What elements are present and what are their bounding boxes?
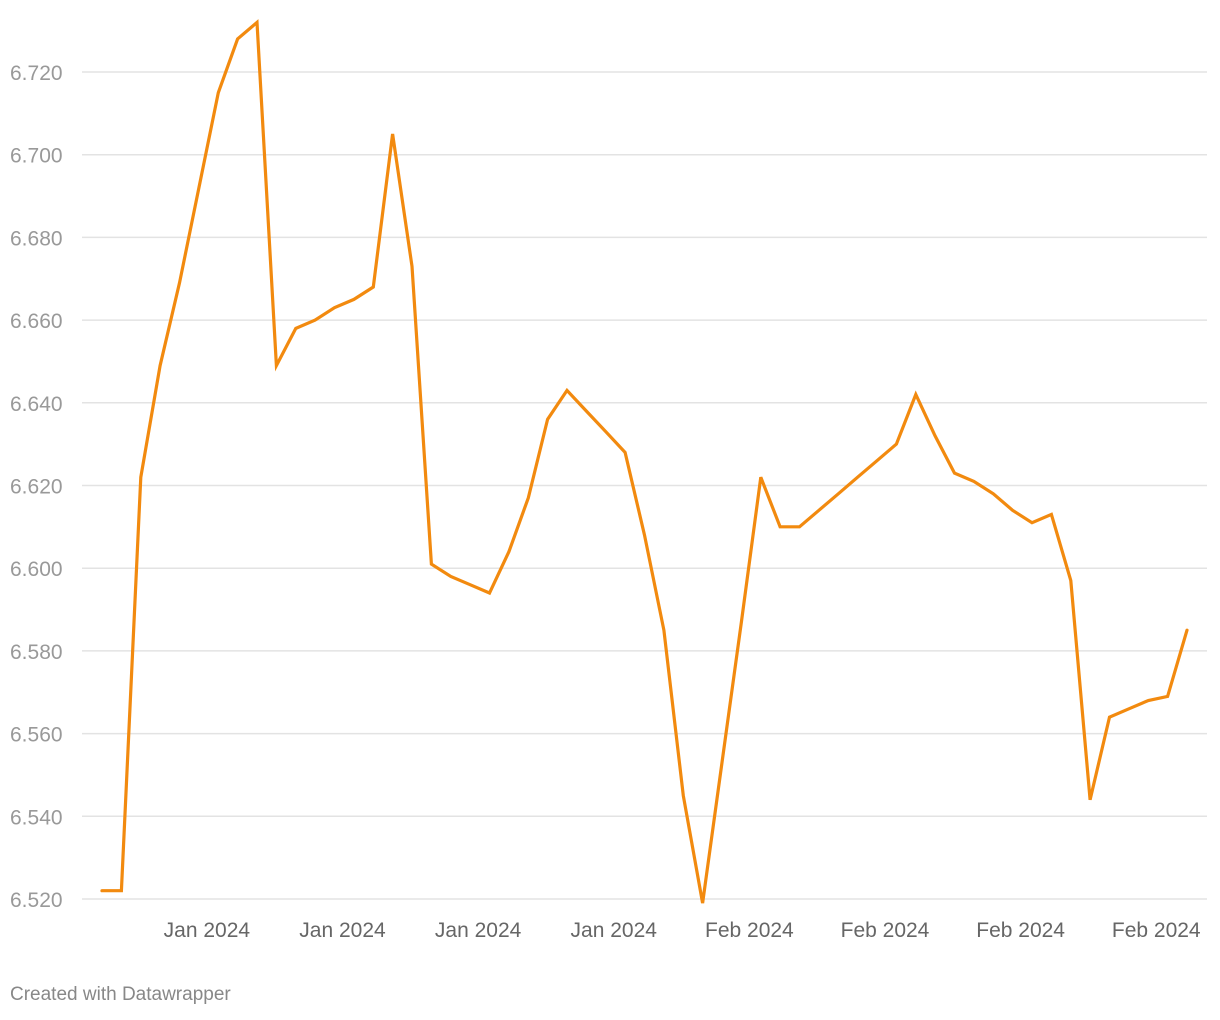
y-tick-label: 6.620 bbox=[10, 476, 63, 499]
series-line bbox=[100, 19, 1189, 904]
y-tick-label: 6.720 bbox=[10, 62, 63, 85]
y-axis: 6.520 6.540 6.560 6.580 6.600 6.620 6.640 6.660… bbox=[10, 62, 63, 912]
x-tick-label: Jan 2024 bbox=[571, 919, 658, 942]
x-tick-label: Feb 2024 bbox=[841, 919, 930, 942]
x-tick-label: Jan 2024 bbox=[435, 919, 522, 942]
plot-area bbox=[100, 19, 1189, 904]
y-tick-label: 6.580 bbox=[10, 641, 63, 664]
x-tick-label: Feb 2024 bbox=[705, 919, 794, 942]
y-tick-label: 6.700 bbox=[10, 145, 63, 168]
x-axis: Jan 2024 Jan 2024 Jan 2024 Jan 2024 Feb 2024… bbox=[164, 919, 1201, 942]
x-tick-label: Jan 2024 bbox=[299, 919, 386, 942]
gridlines bbox=[82, 71, 1207, 900]
y-tick-label: 6.680 bbox=[10, 227, 63, 250]
x-tick-label: Feb 2024 bbox=[976, 919, 1065, 942]
x-tick-label: Feb 2024 bbox=[1112, 919, 1201, 942]
y-tick-label: 6.600 bbox=[10, 558, 63, 581]
y-tick-label: 6.640 bbox=[10, 393, 63, 416]
y-tick-label: 6.660 bbox=[10, 310, 63, 333]
line-chart: 6.520 6.540 6.560 6.580 6.600 6.620 6.640 6.660… bbox=[10, 19, 1207, 942]
x-tick-label: Jan 2024 bbox=[164, 919, 251, 942]
y-tick-label: 6.560 bbox=[10, 724, 63, 747]
y-tick-label: 6.520 bbox=[10, 889, 63, 912]
y-tick-label: 6.540 bbox=[10, 806, 63, 829]
datawrapper-credit: Created with Datawrapper bbox=[10, 984, 231, 1005]
